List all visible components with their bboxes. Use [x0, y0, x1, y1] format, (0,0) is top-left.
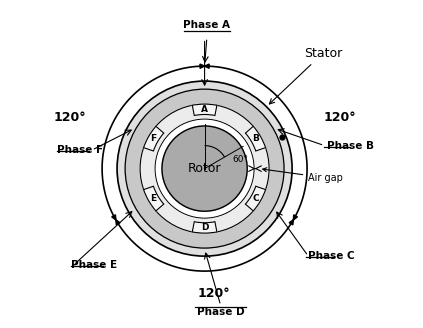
Text: Phase B: Phase B	[327, 141, 374, 151]
Polygon shape	[289, 220, 294, 225]
Text: Air gap: Air gap	[263, 168, 343, 183]
Polygon shape	[112, 215, 116, 220]
Text: Phase A: Phase A	[184, 20, 231, 31]
Wedge shape	[192, 104, 217, 115]
Text: A: A	[201, 105, 208, 114]
Wedge shape	[144, 186, 164, 211]
Wedge shape	[245, 186, 266, 211]
Polygon shape	[205, 64, 209, 68]
Text: B: B	[253, 134, 259, 143]
Circle shape	[125, 89, 284, 248]
Text: 120°: 120°	[323, 112, 356, 124]
Text: Phase C: Phase C	[308, 251, 355, 261]
Circle shape	[162, 126, 247, 211]
Text: Rotor: Rotor	[188, 162, 221, 175]
Text: Phase D: Phase D	[197, 307, 244, 317]
Text: E: E	[150, 194, 156, 203]
Circle shape	[117, 81, 292, 256]
Text: 60°: 60°	[232, 155, 248, 164]
Wedge shape	[144, 126, 164, 151]
Polygon shape	[200, 64, 205, 68]
Polygon shape	[294, 215, 297, 220]
Circle shape	[140, 104, 269, 233]
Polygon shape	[116, 220, 120, 225]
Text: Stator: Stator	[269, 47, 342, 104]
Text: F: F	[150, 134, 156, 143]
Wedge shape	[245, 126, 266, 151]
Wedge shape	[192, 222, 217, 233]
Text: 120°: 120°	[198, 287, 230, 300]
Text: 120°: 120°	[53, 112, 86, 124]
Text: D: D	[201, 223, 209, 233]
Text: Phase E: Phase E	[71, 260, 117, 270]
Circle shape	[155, 119, 254, 218]
Text: Phase F: Phase F	[57, 145, 103, 155]
Text: C: C	[253, 194, 259, 203]
